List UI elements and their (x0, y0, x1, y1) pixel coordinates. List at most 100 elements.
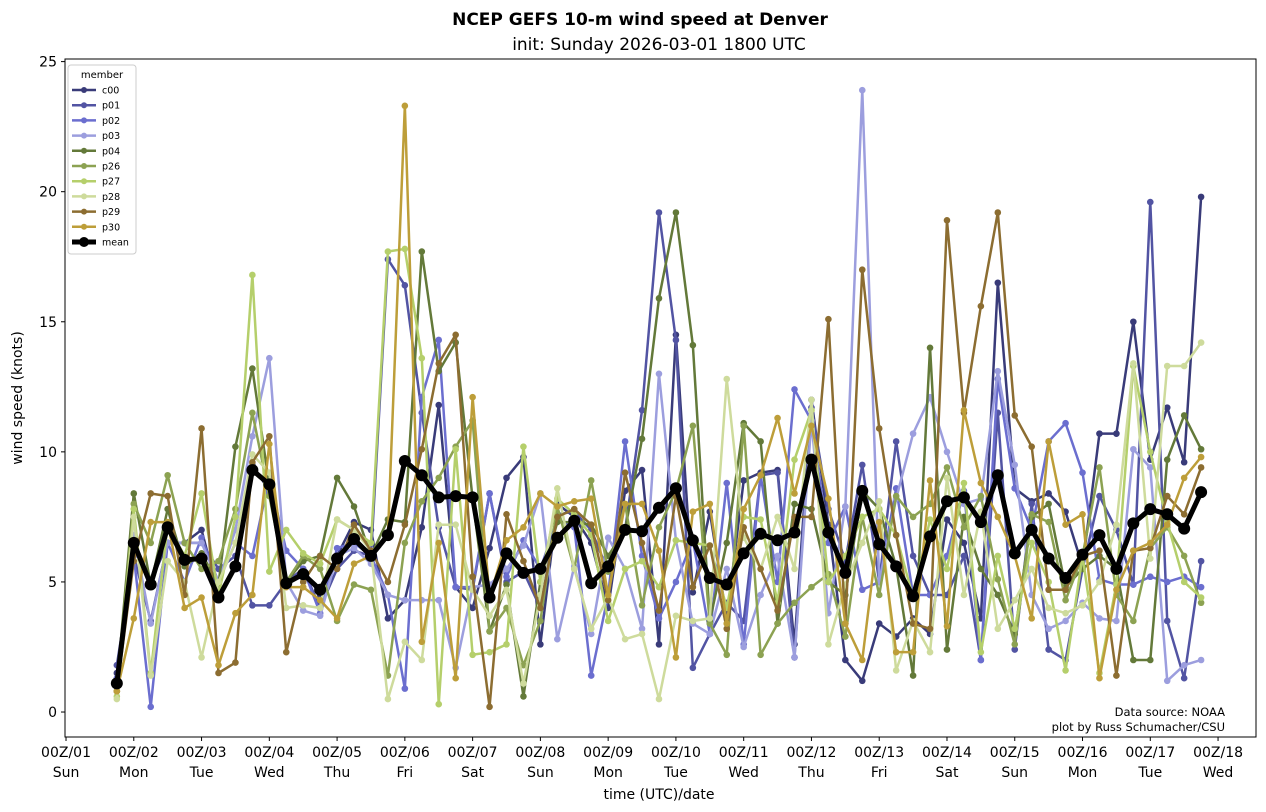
point-p27 (130, 505, 138, 513)
point-p29 (621, 469, 629, 476)
point-mean (720, 578, 733, 591)
y-tick-label: 0 (48, 705, 57, 721)
point-p01 (774, 469, 781, 476)
point-p26 (401, 539, 409, 547)
point-mean (737, 547, 750, 560)
point-p30 (232, 609, 239, 617)
point-mean (466, 491, 479, 504)
point-p26 (486, 628, 493, 635)
point-p29 (875, 425, 883, 432)
point-p28 (401, 638, 409, 646)
point-p26 (164, 471, 171, 479)
legend-label-c00: c00 (102, 86, 119, 97)
point-p02 (977, 656, 985, 664)
point-p28 (774, 513, 781, 521)
point-c00 (435, 401, 443, 409)
point-p29 (689, 583, 697, 591)
point-p30 (299, 583, 307, 591)
point-p28 (418, 656, 426, 664)
point-p26 (808, 583, 815, 591)
point-p27 (299, 550, 307, 557)
point-p30 (1028, 615, 1035, 622)
point-p30 (706, 500, 714, 508)
point-p28 (452, 521, 459, 529)
point-mean (957, 491, 970, 504)
point-p29 (401, 521, 409, 529)
point-p28 (960, 591, 968, 599)
point-p30 (1146, 539, 1154, 547)
point-p27 (503, 641, 510, 648)
point-p26 (1028, 510, 1035, 518)
point-p26 (842, 633, 849, 640)
point-p04 (1163, 456, 1171, 463)
point-p28 (638, 630, 646, 638)
legend: member c00 p01 p02 p03 p04 p26 p27 p28 p29 p30 mean (67, 64, 137, 255)
x-tick-label: 00Z/07 (448, 745, 498, 761)
point-p01 (401, 282, 409, 289)
point-p29 (537, 604, 544, 612)
point-p30 (689, 508, 697, 515)
point-p28 (943, 474, 951, 482)
point-p03 (1130, 445, 1137, 453)
point-mean (822, 526, 835, 539)
point-p02 (723, 479, 731, 487)
point-p03 (943, 448, 951, 456)
point-mean (602, 560, 615, 573)
point-p02 (621, 438, 629, 445)
point-mean (1059, 572, 1072, 585)
point-p04 (926, 344, 934, 352)
point-p01 (1011, 646, 1019, 653)
x-tick-weekday: Wed (1203, 765, 1234, 781)
point-p30 (875, 518, 883, 526)
point-p02 (1163, 578, 1171, 586)
point-p30 (638, 500, 646, 508)
point-p29 (1062, 586, 1069, 594)
point-p29 (164, 492, 171, 500)
point-c00 (842, 656, 849, 664)
point-p03 (723, 565, 731, 573)
point-p28 (825, 641, 832, 648)
point-p30 (774, 414, 781, 422)
point-mean (1025, 523, 1038, 536)
x-tick-label: 00Z/06 (380, 745, 430, 761)
point-p27 (638, 557, 646, 565)
point-p03 (757, 591, 764, 599)
point-c00 (858, 677, 866, 685)
point-mean (229, 560, 242, 573)
point-p29 (316, 552, 324, 560)
point-p26 (181, 539, 188, 547)
point-p30 (215, 661, 222, 669)
point-p04 (791, 500, 798, 508)
point-p29 (570, 505, 578, 513)
point-p02 (858, 586, 866, 594)
point-p02 (1079, 469, 1086, 476)
point-p03 (384, 591, 392, 599)
point-p03 (604, 534, 612, 542)
point-p26 (1197, 599, 1205, 607)
point-p03 (791, 654, 798, 661)
point-mean (754, 527, 767, 540)
point-p30 (130, 615, 138, 622)
point-c00 (469, 604, 476, 612)
y-tick-label: 10 (39, 445, 57, 461)
point-mean (568, 514, 581, 527)
point-p01 (960, 552, 968, 560)
point-p28 (1096, 578, 1103, 586)
point-mean (364, 549, 377, 562)
legend-marker-p04 (81, 147, 87, 154)
point-p30 (147, 518, 155, 526)
point-p27 (943, 565, 951, 573)
point-p28 (706, 615, 714, 622)
point-p28 (892, 667, 900, 674)
point-mean (1127, 517, 1140, 530)
point-p29 (943, 217, 951, 224)
point-p27 (791, 456, 798, 463)
point-p26 (537, 617, 544, 625)
point-p04 (232, 443, 239, 450)
point-p30 (825, 495, 832, 502)
point-mean (483, 591, 496, 604)
point-p03 (909, 430, 917, 437)
point-p03 (994, 367, 1002, 375)
point-p02 (198, 534, 205, 542)
point-p26 (638, 602, 646, 609)
